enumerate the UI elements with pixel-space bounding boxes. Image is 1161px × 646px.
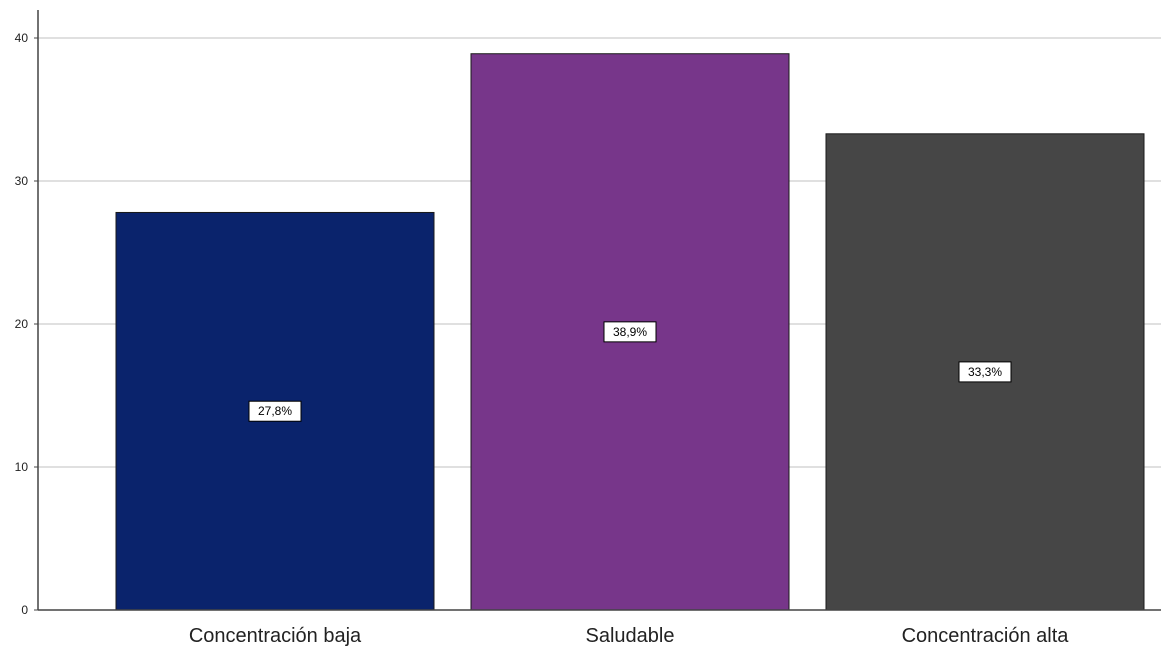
- y-tick-label: 10: [15, 460, 29, 474]
- y-tick-labels: 0 10 20 30 40: [15, 31, 38, 617]
- y-tick-label: 30: [15, 174, 29, 188]
- data-label-box: [603, 321, 657, 343]
- data-label-box: [248, 400, 302, 422]
- data-label: 38,9%: [613, 325, 647, 339]
- data-label-box: [958, 361, 1012, 383]
- axes: [37, 10, 1161, 611]
- data-label: 27,8%: [258, 404, 292, 418]
- category-label: Concentración baja: [189, 625, 362, 646]
- data-label: 33,3%: [968, 365, 1002, 379]
- y-tick-label: 40: [15, 31, 29, 45]
- y-tick-label: 0: [21, 603, 28, 617]
- category-label: Concentración alta: [902, 625, 1070, 646]
- y-tick-label: 20: [15, 317, 29, 331]
- category-labels: Concentración baja Saludable Concentración…: [189, 625, 1069, 646]
- category-label: Saludable: [586, 625, 675, 646]
- data-labels: 27,8% 38,9% 33,3%: [248, 321, 1012, 422]
